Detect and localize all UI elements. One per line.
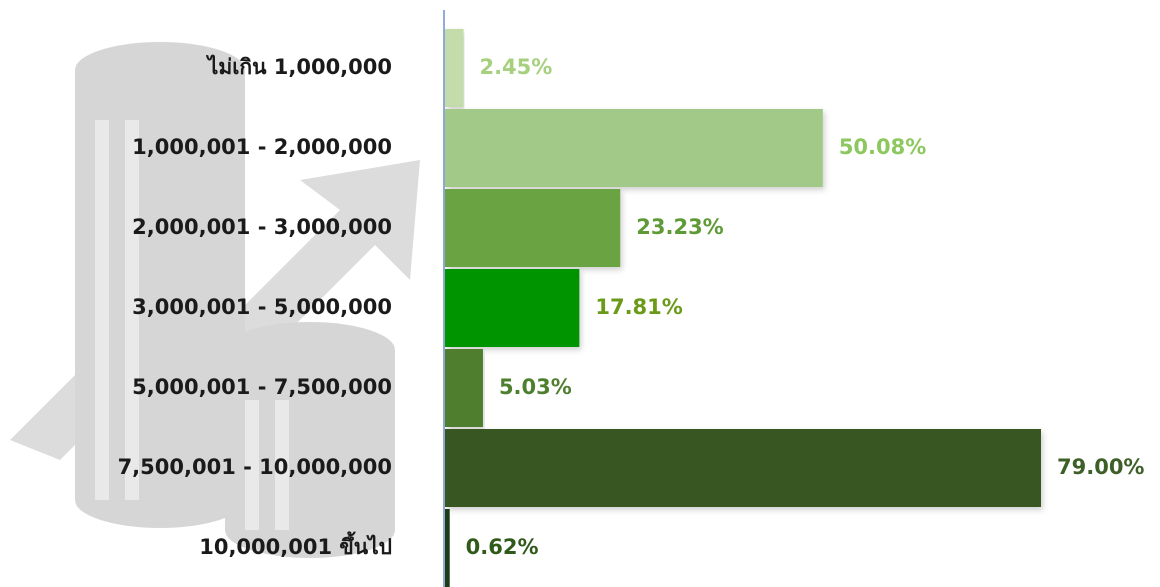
value-label: 79.00% [1057,455,1144,479]
category-label: 1,000,001 - 2,000,000 [132,135,392,159]
bar [445,509,450,587]
bar [445,349,483,427]
background-illustration [10,42,420,558]
bar [445,109,823,187]
value-label: 23.23% [636,215,723,239]
category-label: 5,000,001 - 7,500,000 [132,375,392,399]
bar [445,429,1041,507]
category-label: 3,000,001 - 5,000,000 [132,295,392,319]
bar [445,29,464,107]
value-label: 2.45% [479,55,552,79]
bar [445,269,580,347]
value-label: 50.08% [839,135,926,159]
value-label: 0.62% [466,535,539,559]
bar [445,189,621,267]
category-label: 7,500,001 - 10,000,000 [118,455,392,479]
category-label: ไม่เกิน 1,000,000 [206,54,392,79]
value-label: 5.03% [499,375,572,399]
category-label: 10,000,001 ขึ้นไป [199,531,392,559]
value-label: 17.81% [595,295,682,319]
category-label: 2,000,001 - 3,000,000 [132,215,392,239]
